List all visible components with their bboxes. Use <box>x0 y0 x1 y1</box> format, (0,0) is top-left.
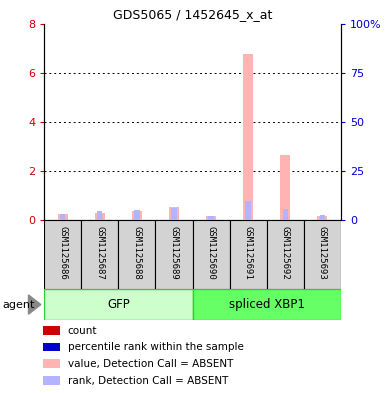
Text: rank, Detection Call = ABSENT: rank, Detection Call = ABSENT <box>68 376 228 386</box>
Bar <box>43 343 60 351</box>
Bar <box>44 220 81 289</box>
Bar <box>119 220 156 289</box>
Bar <box>43 326 60 334</box>
Bar <box>317 216 327 220</box>
Text: GSM1125687: GSM1125687 <box>95 226 104 279</box>
Title: GDS5065 / 1452645_x_at: GDS5065 / 1452645_x_at <box>113 8 272 21</box>
Bar <box>192 220 229 289</box>
Bar <box>81 220 119 289</box>
Bar <box>280 155 290 220</box>
Bar <box>97 211 102 220</box>
Bar <box>134 210 139 220</box>
Polygon shape <box>28 295 41 314</box>
Text: GFP: GFP <box>107 298 130 311</box>
Bar <box>43 376 60 385</box>
Bar <box>243 54 253 220</box>
Bar <box>169 207 179 220</box>
Bar <box>192 289 341 320</box>
Text: GSM1125689: GSM1125689 <box>169 226 179 279</box>
Bar <box>320 215 325 220</box>
Text: count: count <box>68 326 97 336</box>
Text: agent: agent <box>2 299 34 310</box>
Text: percentile rank within the sample: percentile rank within the sample <box>68 342 244 352</box>
Bar <box>304 220 341 289</box>
Bar <box>171 208 177 220</box>
Bar <box>156 220 192 289</box>
Bar <box>206 216 216 220</box>
Bar <box>58 214 68 220</box>
Text: GSM1125686: GSM1125686 <box>58 226 67 279</box>
Bar <box>246 201 251 220</box>
Bar <box>283 209 288 220</box>
Bar <box>132 211 142 220</box>
Text: GSM1125690: GSM1125690 <box>206 226 216 279</box>
Bar <box>44 289 192 320</box>
Text: spliced XBP1: spliced XBP1 <box>229 298 305 311</box>
Bar <box>208 216 214 220</box>
Bar <box>267 220 304 289</box>
Bar <box>60 214 65 220</box>
Bar <box>229 220 266 289</box>
Text: value, Detection Call = ABSENT: value, Detection Call = ABSENT <box>68 359 233 369</box>
Bar <box>95 213 105 220</box>
Text: GSM1125692: GSM1125692 <box>281 226 290 279</box>
Text: GSM1125688: GSM1125688 <box>132 226 141 279</box>
Bar <box>43 359 60 368</box>
Text: GSM1125691: GSM1125691 <box>244 226 253 279</box>
Text: GSM1125693: GSM1125693 <box>318 226 327 279</box>
